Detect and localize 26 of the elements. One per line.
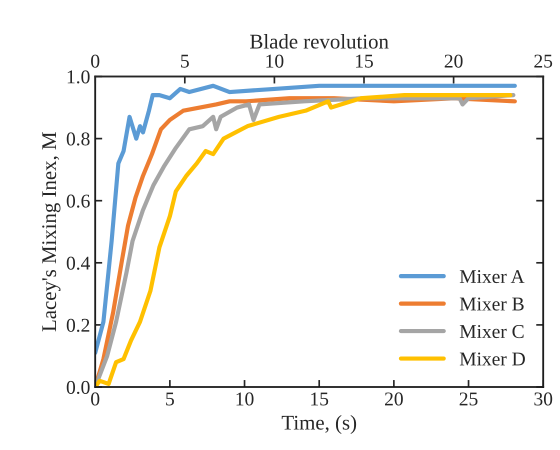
y-tick-label: 0.6 [66, 194, 90, 208]
x-tick-label: 15 [311, 392, 328, 406]
y-tick-label: 0.4 [66, 256, 90, 270]
x-tick-label: 5 [166, 392, 174, 406]
x-tick-label: 10 [236, 392, 254, 406]
x-axis-title: Time, (s) [282, 415, 356, 434]
x2-tick-label: 5 [181, 54, 189, 68]
y-tick-label: 0.8 [66, 132, 90, 146]
x2-tick-label: 25 [534, 54, 552, 68]
legend-label: Mixer A [460, 270, 524, 284]
legend-label: Mixer B [460, 298, 524, 311]
x-tick-label: 0 [91, 392, 100, 406]
legend-label: Mixer C [460, 325, 524, 338]
y-tick-label: 0.0 [66, 380, 90, 394]
x2-tick-label: 20 [444, 54, 463, 68]
x2-axis-title: Blade revolution [250, 34, 389, 49]
x2-tick-label: 10 [266, 54, 284, 68]
y-axis-title: Lacey's Mixing Inex, M [42, 132, 60, 332]
x-tick-label: 30 [534, 392, 552, 406]
y-tick-label: 0.2 [66, 318, 90, 332]
x-tick-label: 20 [385, 392, 403, 406]
x2-tick-label: 0 [91, 54, 100, 68]
y-tick-label: 1.0 [68, 70, 90, 84]
x-tick-label: 25 [460, 392, 478, 406]
legend-label: Mixer D [460, 352, 525, 366]
x2-tick-label: 15 [356, 54, 373, 68]
